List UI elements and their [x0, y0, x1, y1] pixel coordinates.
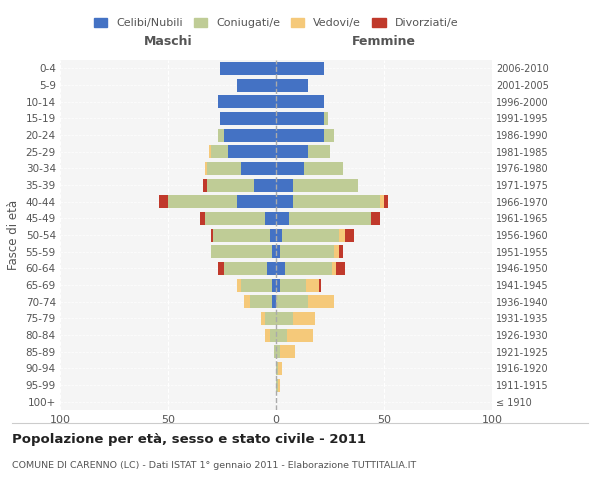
Bar [337, 262, 345, 275]
Bar [276, 295, 308, 308]
Bar [380, 195, 384, 208]
Bar [224, 262, 268, 275]
Text: Popolazione per età, sesso e stato civile - 2011: Popolazione per età, sesso e stato civil… [12, 432, 366, 446]
Bar [323, 128, 334, 141]
Bar [218, 128, 224, 141]
Bar [224, 128, 276, 141]
Bar [293, 312, 315, 325]
Bar [237, 78, 276, 92]
Bar [218, 95, 276, 108]
Bar [276, 78, 308, 92]
Bar [276, 345, 280, 358]
Bar [272, 278, 276, 291]
Bar [200, 212, 205, 225]
Bar [276, 262, 284, 275]
Bar [269, 228, 276, 241]
Bar [276, 112, 323, 125]
Bar [211, 228, 214, 241]
Bar [276, 378, 278, 392]
Bar [280, 245, 334, 258]
Bar [268, 262, 276, 275]
Bar [276, 145, 308, 158]
Bar [168, 195, 237, 208]
Bar [241, 162, 276, 175]
Bar [308, 145, 330, 158]
Bar [274, 345, 276, 358]
Bar [284, 262, 332, 275]
Bar [304, 162, 343, 175]
Bar [272, 245, 276, 258]
Bar [278, 362, 283, 375]
Bar [283, 228, 338, 241]
Text: Femmine: Femmine [352, 36, 416, 49]
Bar [254, 178, 276, 192]
Bar [276, 362, 278, 375]
Bar [338, 228, 345, 241]
Bar [345, 228, 354, 241]
Bar [229, 145, 276, 158]
Bar [332, 262, 337, 275]
Bar [276, 95, 323, 108]
Bar [276, 312, 293, 325]
Bar [276, 162, 304, 175]
Bar [276, 62, 323, 75]
Bar [293, 178, 358, 192]
Bar [211, 245, 272, 258]
Bar [203, 178, 207, 192]
Y-axis label: Fasce di età: Fasce di età [7, 200, 20, 270]
Bar [211, 145, 229, 158]
Bar [207, 178, 254, 192]
Bar [207, 162, 241, 175]
Bar [220, 62, 276, 75]
Bar [205, 162, 207, 175]
Bar [280, 278, 306, 291]
Bar [276, 278, 280, 291]
Bar [160, 195, 168, 208]
Bar [278, 378, 280, 392]
Bar [265, 312, 276, 325]
Legend: Celibi/Nubili, Coniugati/e, Vedovi/e, Divorziati/e: Celibi/Nubili, Coniugati/e, Vedovi/e, Di… [89, 13, 463, 32]
Bar [306, 278, 319, 291]
Bar [276, 178, 293, 192]
Bar [276, 228, 283, 241]
Bar [272, 295, 276, 308]
Bar [237, 195, 276, 208]
Bar [276, 128, 323, 141]
Bar [338, 245, 343, 258]
Bar [276, 245, 280, 258]
Bar [319, 278, 322, 291]
Bar [323, 112, 328, 125]
Bar [293, 195, 380, 208]
Bar [205, 212, 265, 225]
Bar [371, 212, 380, 225]
Text: Maschi: Maschi [143, 36, 193, 49]
Text: COMUNE DI CARENNO (LC) - Dati ISTAT 1° gennaio 2011 - Elaborazione TUTTITALIA.IT: COMUNE DI CARENNO (LC) - Dati ISTAT 1° g… [12, 460, 416, 469]
Bar [209, 145, 211, 158]
Bar [265, 328, 269, 342]
Bar [287, 328, 313, 342]
Bar [308, 295, 334, 308]
Bar [276, 195, 293, 208]
Bar [261, 312, 265, 325]
Bar [241, 278, 272, 291]
Bar [244, 295, 250, 308]
Bar [218, 262, 224, 275]
Bar [276, 212, 289, 225]
Bar [276, 328, 287, 342]
Bar [214, 228, 269, 241]
Bar [237, 278, 241, 291]
Bar [384, 195, 388, 208]
Bar [250, 295, 272, 308]
Bar [220, 112, 276, 125]
Bar [280, 345, 295, 358]
Bar [265, 212, 276, 225]
Bar [289, 212, 371, 225]
Bar [334, 245, 338, 258]
Bar [269, 328, 276, 342]
